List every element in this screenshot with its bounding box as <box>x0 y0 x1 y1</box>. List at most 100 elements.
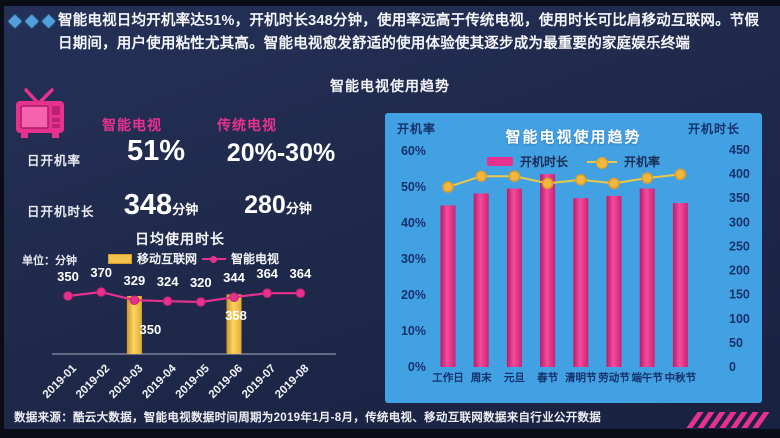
smart-tv-duration-value: 348分钟 <box>118 189 204 222</box>
on-rate-point <box>508 170 521 182</box>
traditional-tv-on-rate-value: 20%-30% <box>226 139 336 167</box>
smart-tv-point <box>96 287 106 297</box>
smart-tv-point <box>129 295 140 306</box>
line-value-label: 320 <box>190 275 212 290</box>
row-label-daily-on-duration: 日开机时长 <box>27 205 95 219</box>
on-rate-point <box>475 170 487 182</box>
left-axis-tick: 40% <box>401 216 426 230</box>
smart-tv-point <box>229 292 239 303</box>
category-label: 端午节 <box>631 371 663 384</box>
traditional-tv-duration-unit: 分钟 <box>285 201 312 216</box>
duration-bar <box>639 188 655 367</box>
comparison-col-traditional-tv: 传统电视 <box>217 117 277 133</box>
smart-tv-usage-trend-chart: 60% 50% 40% 30% 20% 10% 0% 450 400 350 300 250 200 15… <box>401 143 750 384</box>
duration-bar <box>473 193 489 367</box>
legend-line-swatch-icon <box>202 255 227 263</box>
line-value-label: 364 <box>256 266 278 281</box>
category-label: 春节 <box>537 371 558 384</box>
right-chart-title: 智能电视使用趋势 <box>505 129 642 146</box>
right-axis-tick: 0 <box>729 360 736 374</box>
legend-duration-swatch-icon <box>486 157 513 166</box>
smart-tv-point <box>196 297 206 307</box>
right-axis-tick: 450 <box>729 143 750 157</box>
line-value-label: 350 <box>57 269 79 284</box>
category-label: 中秋节 <box>665 371 697 384</box>
on-rate-point <box>442 181 454 193</box>
smart-tv-duration-number: 348 <box>123 189 173 221</box>
right-axis-tick: 150 <box>729 288 750 302</box>
on-rate-point <box>575 174 587 186</box>
x-category-label: 2019-05 <box>174 362 213 401</box>
left-axis-tick: 20% <box>401 288 426 302</box>
left-axis-tick: 50% <box>401 180 426 194</box>
traditional-tv-duration-value: 280分钟 <box>228 191 328 220</box>
line-value-label: 370 <box>90 265 112 280</box>
right-axis-tick: 350 <box>729 191 750 205</box>
legend-mobile-internet-label: 移动互联网 <box>137 252 198 266</box>
right-axis-tick: 400 <box>729 167 750 181</box>
right-axis-tick: 250 <box>729 239 750 253</box>
duration-bar <box>573 198 589 367</box>
legend-smart-tv-label: 智能电视 <box>231 252 280 266</box>
left-axis-tick: 0% <box>408 360 426 374</box>
left-axis-tick: 10% <box>401 324 426 338</box>
right-chart-left-axis-label: 开机率 <box>397 122 437 136</box>
line-value-label: 324 <box>157 274 179 289</box>
category-label: 工作日 <box>432 371 464 384</box>
smart-tv-duration-unit: 分钟 <box>172 202 199 217</box>
x-category-label: 2019-07 <box>240 363 278 401</box>
smart-tv-line <box>67 290 301 304</box>
right-axis-tick: 300 <box>729 215 750 229</box>
category-label: 元旦 <box>504 372 525 384</box>
legend-bar-swatch-icon <box>108 253 132 264</box>
on-rate-point <box>608 177 620 190</box>
left-chart-unit-label: 单位：分钟 <box>22 255 77 267</box>
category-label: 劳动节 <box>598 371 630 384</box>
right-axis-tick: 200 <box>729 264 750 278</box>
legend-rate-label: 开机率 <box>624 155 661 169</box>
right-axis-tick: 100 <box>729 312 750 326</box>
duration-bar <box>672 203 688 367</box>
category-label: 周末 <box>471 371 492 384</box>
legend-duration-label: 开机时长 <box>519 155 568 169</box>
right-chart-right-axis-label: 开机时长 <box>687 122 740 136</box>
left-axis-tick: 60% <box>401 144 426 158</box>
right-chart-panel: 开机率 智能电视使用趋势 开机时长 开机时长 开机率 60% 50% 40% 30% 2… <box>385 113 762 403</box>
duration-bar <box>440 205 456 367</box>
x-category-label: 2019-04 <box>140 362 179 401</box>
line-value-label: 364 <box>290 266 312 281</box>
smart-tv-on-rate-value: 51% <box>126 135 186 167</box>
mobile-internet-bar <box>126 296 142 354</box>
line-value-label: 344 <box>223 270 245 285</box>
duration-bar <box>606 195 622 367</box>
left-axis-tick: 30% <box>401 252 426 266</box>
on-rate-point <box>674 168 687 181</box>
category-label: 清明节 <box>565 371 597 384</box>
bottom-border <box>0 429 780 438</box>
smart-tv-point <box>63 291 73 301</box>
bullet-diamonds-icon: ◆ ◆ ◆ <box>8 10 56 30</box>
x-category-label: 2019-01 <box>41 362 80 401</box>
right-axis-tick: 50 <box>729 336 743 350</box>
headline-text: 智能电视日均开机率达51%，开机时长348分钟，使用率远高于传统电视，使用时长可… <box>58 13 760 53</box>
on-rate-point <box>641 172 653 184</box>
comparison-col-smart-tv: 智能电视 <box>102 117 162 133</box>
legend-rate-swatch-icon <box>587 156 617 169</box>
row-label-daily-on-rate: 日开机率 <box>27 154 82 168</box>
smart-tv-point <box>162 296 173 307</box>
duration-bar <box>506 188 522 367</box>
x-category-label: 2019-08 <box>273 362 312 401</box>
decorative-slashes-icon <box>686 412 770 428</box>
smart-tv-point <box>262 288 273 299</box>
traditional-tv-duration-number: 280 <box>244 191 286 219</box>
bar-value-label: 358 <box>225 308 247 323</box>
left-chart-title: 日均使用时长 <box>135 231 225 247</box>
tv-icon <box>16 88 64 138</box>
left-border <box>0 0 4 438</box>
data-source-footer: 数据来源：酷云大数据，智能电视数据时间周期为2019年1月-8月，传统电视、移动… <box>14 412 602 424</box>
mobile-internet-bar <box>226 294 242 354</box>
on-rate-point <box>541 177 554 190</box>
duration-bar <box>540 174 556 367</box>
